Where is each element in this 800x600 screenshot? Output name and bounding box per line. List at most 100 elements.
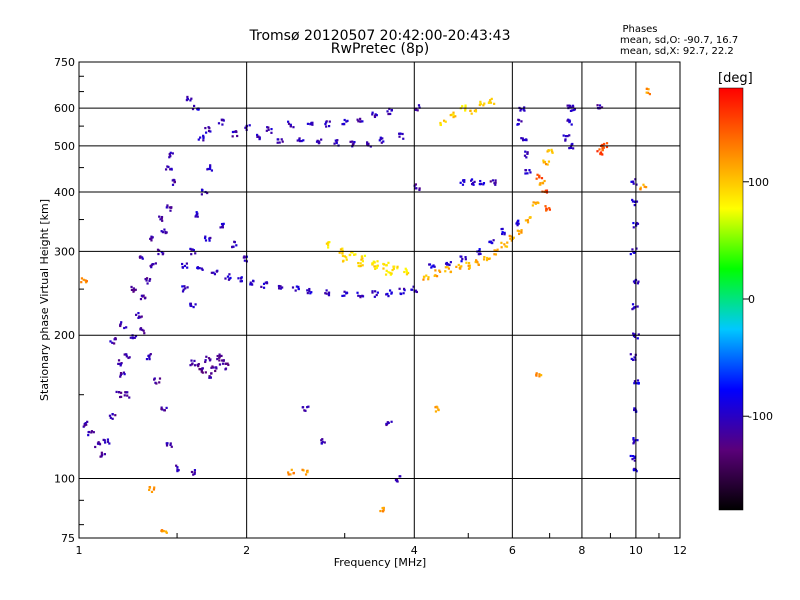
echo-point xyxy=(164,530,168,533)
echo-point xyxy=(435,275,439,278)
echo-point xyxy=(524,169,527,172)
echo-point xyxy=(632,182,635,185)
echo-point xyxy=(159,218,162,221)
echo-point xyxy=(446,266,449,269)
echo-point xyxy=(143,332,146,335)
echo-point xyxy=(523,138,527,142)
echo-point xyxy=(217,122,221,125)
echo-point xyxy=(104,441,107,444)
echo-point xyxy=(189,304,192,307)
echo-point xyxy=(114,414,117,417)
echo-point xyxy=(459,181,462,184)
x-tick-label: 12 xyxy=(673,544,687,557)
echo-point xyxy=(248,124,251,127)
echo-point xyxy=(385,264,388,267)
echo-point xyxy=(325,289,328,292)
echo-point xyxy=(320,138,323,141)
echo-point xyxy=(457,263,460,267)
echo-point xyxy=(97,441,100,444)
echo-point xyxy=(160,215,164,219)
echo-point xyxy=(266,126,269,129)
echo-point xyxy=(369,145,372,148)
echo-point xyxy=(449,270,453,273)
echo-point xyxy=(168,156,171,159)
echo-point xyxy=(643,185,646,188)
echo-point xyxy=(494,179,497,182)
echo-point xyxy=(221,359,224,362)
echo-point xyxy=(126,394,129,397)
echo-point xyxy=(206,168,209,171)
echo-point xyxy=(143,297,147,300)
echo-point xyxy=(636,337,639,340)
echo-point xyxy=(490,97,493,100)
echo-point xyxy=(492,239,495,242)
echo-point xyxy=(360,255,364,258)
echo-point xyxy=(298,137,301,140)
echo-point xyxy=(569,104,572,108)
echo-point xyxy=(535,177,538,180)
echo-point xyxy=(208,127,211,130)
echo-point xyxy=(501,231,504,234)
echo-point xyxy=(163,409,167,412)
echo-point xyxy=(327,246,330,249)
echo-point xyxy=(538,174,541,177)
echo-point xyxy=(197,365,200,368)
echo-point xyxy=(539,183,542,186)
echo-point xyxy=(281,286,284,289)
echo-point xyxy=(387,421,390,425)
echo-point xyxy=(394,478,398,482)
echo-point xyxy=(501,227,504,231)
echo-point xyxy=(208,376,211,379)
echo-point xyxy=(534,202,537,205)
echo-point xyxy=(202,134,205,137)
echo-point xyxy=(327,291,331,294)
echo-point xyxy=(488,240,491,243)
echo-point xyxy=(162,529,165,533)
echo-point xyxy=(633,382,636,385)
echo-point xyxy=(447,267,451,270)
echo-point xyxy=(634,335,637,339)
echo-point xyxy=(169,443,172,447)
echo-point xyxy=(387,112,390,116)
echo-point xyxy=(226,362,229,365)
echo-point xyxy=(630,357,633,361)
echo-point xyxy=(221,119,224,122)
echo-point xyxy=(464,256,467,259)
chart-title: Tromsø 20120507 20:42:00-20:43:43 xyxy=(249,28,511,44)
echo-point xyxy=(164,230,167,234)
echo-point xyxy=(632,250,635,254)
echo-point xyxy=(460,260,463,263)
echo-point xyxy=(366,142,369,146)
echo-point xyxy=(479,179,482,183)
echo-point xyxy=(382,506,385,510)
echo-point xyxy=(517,122,520,126)
y-tick-label: 75 xyxy=(61,532,75,545)
echo-point xyxy=(633,200,637,204)
echo-point xyxy=(439,123,443,126)
echo-point xyxy=(631,198,634,202)
echo-point xyxy=(171,179,174,182)
echo-point xyxy=(375,265,379,268)
echo-point xyxy=(425,274,428,277)
echo-point xyxy=(218,363,222,366)
echo-point xyxy=(388,107,391,110)
echo-point xyxy=(648,93,651,96)
echo-point xyxy=(306,471,309,474)
echo-point xyxy=(204,371,207,374)
echo-point xyxy=(231,245,234,248)
echo-point xyxy=(193,364,197,367)
echo-point xyxy=(635,247,638,250)
echo-point xyxy=(634,455,637,458)
echo-point xyxy=(209,376,213,379)
echo-point xyxy=(170,445,173,448)
echo-point xyxy=(123,394,126,397)
echo-point xyxy=(199,368,202,371)
echo-point xyxy=(205,131,208,134)
echo-point xyxy=(170,206,173,209)
echo-point xyxy=(278,141,281,144)
echo-point xyxy=(161,219,164,222)
echo-point xyxy=(191,107,195,111)
echo-point xyxy=(200,370,203,373)
echo-point xyxy=(467,261,471,265)
